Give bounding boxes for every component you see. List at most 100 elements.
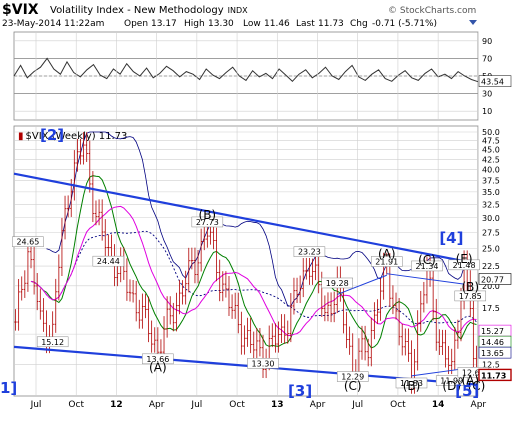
- price-tick-label: 37.5: [482, 176, 500, 185]
- price-badge-value: 14.46: [481, 338, 504, 347]
- wave-label: (B): [199, 208, 217, 222]
- rsi-tick-label: 10: [482, 107, 492, 116]
- price-tick-label: 27.5: [482, 228, 500, 237]
- x-tick-label: Oct: [390, 400, 406, 410]
- price-tick-label: 35.0: [482, 188, 500, 197]
- rsi-last-value: 43.54: [481, 78, 504, 87]
- svg-text:-0.71 (-5.71%): -0.71 (-5.71%): [372, 19, 437, 29]
- price-label: 23.23: [298, 248, 321, 257]
- price-label: 17.85: [459, 292, 482, 301]
- x-tick-label: 13: [271, 400, 284, 410]
- wave-label: (B): [461, 280, 479, 294]
- price-label: 15.12: [41, 338, 64, 347]
- x-tick-label: Apr: [471, 400, 487, 410]
- price-badge-value: 13.65: [481, 349, 504, 358]
- x-tick-label: Oct: [68, 400, 84, 410]
- price-label: 21.34: [416, 262, 439, 271]
- price-label-box: [12, 236, 44, 247]
- price-panel: 50.047.545.042.540.0 37.5 35.0 32.5 30.0 27.5…: [0, 32, 512, 400]
- date-line: 23-May-2014 11:22am: [2, 19, 104, 29]
- ma-green-line: [30, 175, 477, 349]
- wave-label: (C): [418, 253, 436, 267]
- rsi-panel: 1030507090 43.54: [13, 31, 512, 121]
- price-badge-value: 20.77: [481, 275, 504, 284]
- rsi-last-badge: [478, 75, 512, 87]
- price-tick-label: 20.0: [482, 282, 500, 291]
- x-tick-label: Apr: [310, 400, 326, 410]
- price-label: 11.99: [440, 377, 463, 386]
- x-tick-label: 14: [432, 400, 445, 410]
- price-tick-label: 22.5: [482, 262, 500, 271]
- rsi-tick-label: 70: [482, 54, 492, 63]
- rsi-line: [13, 57, 479, 83]
- wave-label-primary: [2]: [40, 126, 64, 144]
- price-label: 13.30: [252, 359, 275, 368]
- rsi-tick-label: 30: [482, 90, 492, 99]
- ohlc-line: Open 13.17 High 13.30 Low 11.46 Last 11.73 C…: [124, 19, 437, 29]
- ma-magenta-line: [30, 205, 477, 336]
- svg-text:13.17: 13.17: [151, 19, 177, 29]
- price-label: 13.66: [146, 355, 169, 364]
- svg-text:High: High: [184, 19, 205, 29]
- wave-label-primary: [3]: [288, 382, 312, 400]
- price-label-box: [293, 246, 326, 257]
- upper-trend-line: [13, 172, 479, 265]
- wave-label-primary: 1]: [0, 379, 17, 397]
- price-tick-label: 30.0: [482, 214, 500, 223]
- price-label-box: [411, 260, 443, 272]
- price-tick-label: 12.5: [482, 361, 500, 370]
- wave-label: (C): [344, 379, 362, 393]
- x-tick-label: Jul: [351, 400, 363, 410]
- price-label-box: [336, 371, 369, 382]
- wave-label: (E): [456, 252, 473, 266]
- wave-channel-b: [337, 274, 387, 295]
- x-tick-label: Apr: [149, 400, 165, 410]
- price-tick-label: 45.0: [482, 146, 500, 155]
- price-label-box: [395, 377, 428, 389]
- price-tick-label: 47.5: [482, 137, 500, 146]
- dropdown-arrow-icon[interactable]: [469, 20, 477, 25]
- rsi-tick-label: 90: [482, 37, 492, 46]
- x-tick-label: Jul: [30, 400, 42, 410]
- wave-label: (A): [149, 361, 167, 375]
- svg-text:Last: Last: [296, 19, 315, 29]
- wave-label-primary: [5]: [455, 382, 479, 400]
- price-label-box: [247, 358, 279, 369]
- price-label: 24.44: [97, 257, 120, 266]
- price-label: 12.29: [341, 373, 364, 382]
- price-label-box: [435, 375, 468, 386]
- price-badge-value: 15.27: [481, 327, 504, 336]
- price-label: 11.83: [400, 379, 423, 388]
- svg-text:Low: Low: [243, 19, 261, 29]
- price-label: 21.91: [375, 258, 398, 267]
- price-badge: [478, 273, 512, 285]
- price-tick-label: 32.5: [482, 200, 500, 209]
- price-label: 27.73: [196, 218, 219, 227]
- watermark: © StockCharts.com: [388, 6, 476, 16]
- price-label: 19.28: [326, 279, 349, 288]
- wave-label: (A): [378, 247, 396, 261]
- price-badge: [478, 368, 512, 382]
- price-label-box: [448, 259, 480, 271]
- svg-text:13.30: 13.30: [208, 19, 234, 29]
- price-label-box: [454, 290, 487, 302]
- price-tick-label: 50.0: [482, 128, 500, 137]
- price-label-box: [370, 256, 403, 267]
- price-tick-label: 17.5: [482, 304, 500, 313]
- wave-label: (D): [442, 379, 461, 393]
- wave-label: (B): [403, 379, 421, 393]
- price-label: 24.65: [16, 238, 39, 247]
- svg-text:Open: Open: [124, 19, 148, 29]
- svg-text:Chg: Chg: [350, 19, 368, 29]
- price-tick-label: 40.0: [482, 165, 500, 174]
- price-badge-value: 11.73: [481, 371, 506, 380]
- price-label-box: [36, 336, 69, 348]
- svg-text:11.46: 11.46: [264, 19, 290, 29]
- price-tick-label: 25.0: [482, 244, 500, 253]
- price-label: 12.60: [462, 368, 485, 377]
- series-label: ▮ $VIX (Weekly) 11.73: [18, 131, 127, 142]
- x-tick-label: Oct: [229, 400, 245, 410]
- svg-text:11.73: 11.73: [318, 19, 344, 29]
- symbol: $VIX: [2, 2, 39, 18]
